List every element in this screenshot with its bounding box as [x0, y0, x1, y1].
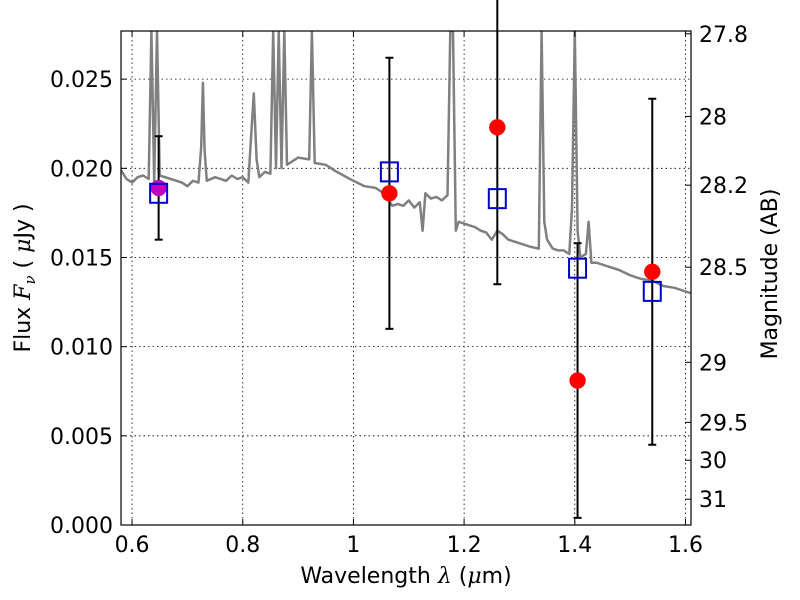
data-point: [150, 179, 167, 197]
data-point: [569, 372, 586, 389]
y-axis-label: Flux Fν ( μJy ): [11, 203, 39, 352]
data-point: [644, 263, 661, 281]
model-point: [379, 161, 399, 183]
x-tick-label: 1.6: [668, 533, 703, 558]
y-tick-label: 0.010: [50, 336, 113, 361]
y-label-subscript: ν: [21, 275, 39, 284]
x-axis: 0.6 0.8 1 1.2 1.4 1.6: [115, 31, 703, 558]
spectrum-line: [121, 31, 691, 295]
model-point: [642, 280, 662, 302]
y-label-mu: μ: [11, 239, 36, 253]
x-tick-label: 1.4: [557, 533, 592, 558]
y-tick-label: 0.000: [50, 514, 113, 539]
y-tick-label: 0.015: [50, 246, 113, 271]
x-tick-label: 1.2: [447, 533, 482, 558]
x-label-text: Wavelength: [300, 564, 438, 589]
mag-tick-label: 29: [699, 351, 727, 376]
mag-tick-label: 27.8: [699, 23, 748, 48]
mag-tick-label: 28: [699, 105, 727, 130]
y-label-variable: F: [11, 284, 36, 301]
model-point: [568, 257, 588, 279]
x-axis-label: Wavelength λ (μm): [300, 564, 511, 589]
y-tick-label: 0.005: [50, 425, 113, 450]
mag-tick-label: 28.5: [699, 256, 748, 281]
mag-tick-label: 31: [699, 488, 727, 513]
x-tick-label: 0.8: [225, 533, 260, 558]
y-tick-label: 0.020: [50, 157, 113, 182]
x-label-unit: m): [482, 564, 512, 589]
model-point: [149, 182, 169, 204]
x-label-variable: λ: [437, 564, 452, 589]
x-tick-label: 1: [346, 533, 360, 558]
x-label-mu: μ: [467, 564, 481, 589]
y-label-text: Flux: [11, 300, 36, 353]
y-label-paren: (: [11, 253, 36, 276]
mag-tick-label: 28.2: [699, 174, 748, 199]
y2-axis: 27.8 28 28.2 28.5 29 29.5 30 31: [685, 23, 748, 513]
x-tick-label: 0.6: [115, 533, 150, 558]
y-label-unit: Jy ): [11, 203, 36, 240]
data-point: [381, 185, 398, 202]
x-label-paren: (: [452, 564, 468, 589]
plot-frame: [120, 30, 692, 526]
plot-area: [121, 0, 691, 519]
mag-tick-label: 29.5: [699, 411, 748, 436]
y-tick-label: 0.025: [50, 68, 113, 93]
y2-axis-label: Magnitude (AB): [758, 189, 783, 360]
data-point: [489, 119, 506, 136]
mag-tick-label: 30: [699, 449, 727, 474]
model-point: [487, 188, 507, 210]
y-axis: 0.000 0.005 0.010 0.015 0.020 0.025: [50, 68, 127, 539]
plot-background: [121, 31, 691, 525]
